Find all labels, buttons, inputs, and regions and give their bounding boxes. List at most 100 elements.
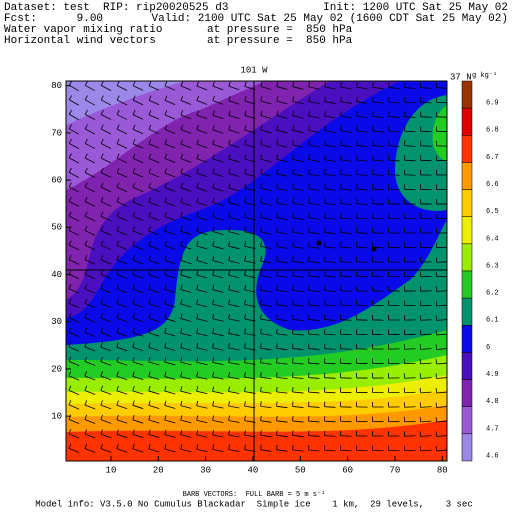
barb-flag bbox=[84, 182, 88, 188]
barb-flag bbox=[148, 400, 151, 406]
barb-flag bbox=[100, 443, 103, 449]
barb-flag bbox=[356, 154, 358, 160]
barb-flag bbox=[116, 327, 119, 333]
barb-shaft bbox=[164, 318, 176, 322]
barb-shaft bbox=[148, 361, 160, 366]
barb-flag bbox=[372, 140, 374, 146]
barb-shaft bbox=[164, 85, 176, 91]
barb-flag bbox=[228, 81, 231, 87]
barb-shaft bbox=[324, 275, 336, 278]
barb-shaft bbox=[180, 318, 192, 322]
barb-flag bbox=[148, 255, 151, 261]
barb-shaft bbox=[260, 333, 272, 336]
barb-flag bbox=[324, 81, 326, 87]
colorbar-label: 4.7 bbox=[486, 425, 499, 433]
barb-flag bbox=[308, 256, 310, 262]
barb-shaft bbox=[228, 347, 240, 351]
barb-flag bbox=[164, 444, 167, 450]
barb-shaft bbox=[180, 114, 192, 120]
barb-flag bbox=[84, 211, 88, 217]
colorbar-label: 6.4 bbox=[486, 235, 499, 243]
barb-flag bbox=[212, 371, 215, 377]
barb-flag bbox=[308, 139, 310, 146]
barb-flag bbox=[324, 169, 326, 175]
barb-shaft bbox=[180, 289, 192, 293]
barb-flag bbox=[292, 270, 294, 276]
barb-shaft bbox=[84, 230, 96, 236]
x-tick-label: 40 bbox=[248, 465, 259, 475]
barb-shaft bbox=[100, 274, 112, 279]
barb-flag bbox=[84, 240, 88, 246]
barb-shaft bbox=[436, 449, 447, 452]
barb-shaft bbox=[196, 419, 208, 424]
contour-field bbox=[66, 81, 447, 461]
barb-shaft bbox=[260, 289, 272, 293]
barb-flag bbox=[276, 139, 279, 145]
barb-flag bbox=[260, 285, 262, 291]
barb-flag bbox=[132, 327, 135, 333]
barb-shaft bbox=[292, 217, 304, 220]
barb-flag bbox=[84, 342, 88, 348]
barb-shaft bbox=[116, 375, 128, 381]
barb-flag bbox=[196, 284, 199, 290]
barb-flag bbox=[100, 385, 103, 391]
barb-shaft bbox=[228, 318, 240, 322]
barb-shaft bbox=[148, 390, 160, 395]
barb-flag bbox=[68, 240, 72, 246]
barb-shaft bbox=[260, 304, 272, 307]
barb-shaft bbox=[116, 288, 128, 294]
barb-shaft bbox=[164, 419, 176, 424]
barb-shaft bbox=[228, 158, 240, 163]
barb-flag bbox=[180, 328, 183, 334]
barb-shaft bbox=[85, 84, 95, 92]
barb-flag bbox=[196, 95, 199, 101]
barb-shaft bbox=[164, 158, 176, 163]
barb-flag bbox=[260, 81, 263, 87]
barb-shaft bbox=[356, 290, 368, 292]
barb-flag bbox=[212, 168, 215, 174]
barb-shaft bbox=[164, 332, 176, 337]
x-tick-label: 70 bbox=[390, 465, 401, 475]
barb-flag bbox=[212, 328, 215, 334]
barb-shaft bbox=[68, 331, 80, 338]
barb-shaft bbox=[420, 319, 432, 321]
barb-shaft bbox=[212, 390, 224, 395]
barb-flag bbox=[148, 226, 151, 232]
barb-shaft bbox=[180, 361, 192, 366]
barb-flag bbox=[148, 313, 151, 319]
barb-shaft bbox=[148, 303, 160, 308]
barb-shaft bbox=[276, 144, 288, 148]
barb-shaft bbox=[436, 435, 447, 437]
barb-flag bbox=[68, 298, 72, 304]
barb-flag bbox=[228, 124, 231, 130]
barb-shaft bbox=[324, 435, 336, 437]
barb-shaft bbox=[116, 245, 128, 250]
barb-shaft bbox=[180, 332, 192, 337]
barb-flag bbox=[260, 168, 263, 174]
barb-shaft bbox=[116, 448, 128, 453]
barb-flag bbox=[260, 372, 262, 378]
barb-flag bbox=[164, 371, 167, 377]
barb-shaft bbox=[324, 449, 336, 452]
barb-shaft bbox=[340, 115, 352, 119]
barb-flag bbox=[292, 328, 294, 334]
barb-flag bbox=[68, 342, 72, 348]
barb-flag bbox=[340, 227, 342, 233]
barb-shaft bbox=[276, 376, 288, 380]
barb-shaft bbox=[84, 143, 96, 149]
barb-flag bbox=[132, 298, 135, 304]
barb-shaft bbox=[292, 318, 304, 322]
barb-shaft bbox=[116, 419, 128, 424]
barb-flag bbox=[164, 168, 168, 174]
colorbar-label: 6.2 bbox=[486, 290, 499, 298]
barb-flag bbox=[100, 95, 104, 101]
barb-flag bbox=[244, 226, 247, 232]
barb-shaft bbox=[164, 99, 176, 106]
barb-flag bbox=[84, 313, 88, 319]
barb-flag bbox=[212, 299, 215, 305]
barb-flag bbox=[212, 212, 215, 218]
barb-shaft bbox=[132, 361, 144, 366]
barb-flag bbox=[260, 197, 263, 203]
barb-flag bbox=[100, 342, 103, 348]
